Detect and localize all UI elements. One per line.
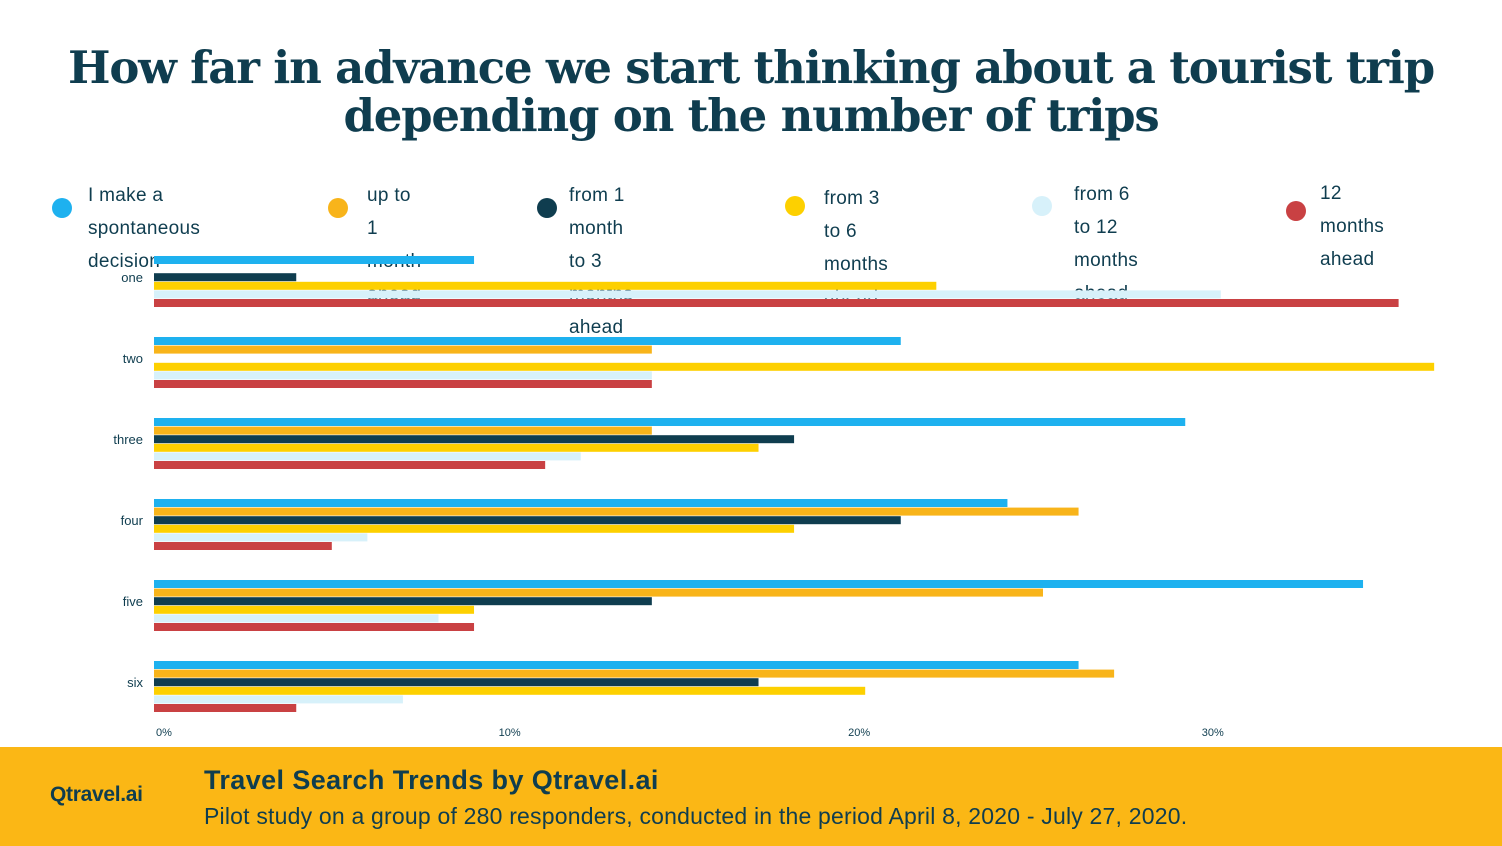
footer-heading: Travel Search Trends by Qtravel.ai (204, 765, 659, 795)
bar-six-series-1 (154, 669, 1115, 678)
legend-label-spontaneous: I make a spontaneous decision (88, 185, 201, 272)
legend-swatch-up-to-1-month (328, 198, 348, 218)
bar-six-series-3 (154, 686, 866, 695)
legend-swatch-3-to-6-months (785, 196, 805, 216)
bar-five-series-1 (154, 588, 1043, 597)
bar-three-series-4 (154, 452, 581, 461)
bar-five-series-2 (154, 597, 652, 606)
bar-two-series-0 (154, 337, 901, 345)
category-label-six: six (127, 675, 143, 690)
legend-swatch-6-to-12-months (1032, 196, 1052, 216)
x-tick-label: 10% (499, 727, 521, 739)
bar-five-series-3 (154, 605, 475, 614)
chart-title: How far in advance we start thinking abo… (0, 44, 1502, 140)
category-label-one: one (121, 270, 143, 285)
bar-one-series-0 (154, 256, 475, 264)
category-label-four: four (121, 513, 144, 528)
category-label-three: three (113, 432, 143, 447)
bar-five-series-0 (154, 580, 1364, 588)
x-tick-label: 20% (848, 727, 870, 739)
bar-one-series-5 (154, 299, 1399, 307)
bar-six-series-0 (154, 661, 1079, 669)
bar-four-series-0 (154, 499, 1008, 507)
bar-six-series-5 (154, 704, 297, 712)
bar-five-series-4 (154, 614, 439, 623)
legend-swatch-1-to-3-months (537, 198, 557, 218)
bar-four-series-1 (154, 507, 1079, 516)
footer-subtitle: Pilot study on a group of 280 responders… (204, 803, 1188, 829)
chart-title-line-2: depending on the number of trips (343, 89, 1159, 142)
brand-logo: Qtravel.ai (50, 783, 143, 806)
footer-banner: Qtravel.ai Travel Search Trends by Qtrav… (0, 747, 1502, 846)
bar-six-series-4 (154, 695, 403, 704)
bar-two-series-5 (154, 380, 652, 388)
bar-six-series-2 (154, 678, 759, 687)
bar-three-series-2 (154, 435, 795, 444)
bar-four-series-5 (154, 542, 332, 550)
bar-three-series-0 (154, 418, 1186, 426)
bar-one-series-2 (154, 273, 297, 282)
bar-two-series-3 (154, 362, 1435, 371)
bar-four-series-3 (154, 524, 795, 533)
bar-three-series-1 (154, 426, 652, 435)
legend-swatch-spontaneous (52, 198, 72, 218)
legend-swatch-12-months (1286, 201, 1306, 221)
bar-chart: one two three four five six 0% 10% 20% 30% (113, 256, 1435, 739)
bar-two-series-1 (154, 345, 652, 354)
bar-one-series-4 (154, 290, 1221, 299)
chart-title-line-1: How far in advance we start thinking abo… (68, 41, 1435, 94)
bar-one-series-3 (154, 281, 937, 290)
category-label-five: five (123, 594, 143, 609)
legend-label-12-months: 12 months ahead (1320, 183, 1385, 270)
bar-four-series-4 (154, 533, 368, 542)
bar-five-series-5 (154, 623, 475, 631)
x-tick-label: 30% (1202, 727, 1224, 739)
category-label-two: two (123, 351, 143, 366)
bar-four-series-2 (154, 516, 901, 525)
bar-two-series-4 (154, 371, 652, 380)
x-tick-label: 0% (156, 727, 172, 739)
bar-three-series-5 (154, 461, 546, 469)
bar-three-series-3 (154, 443, 759, 452)
